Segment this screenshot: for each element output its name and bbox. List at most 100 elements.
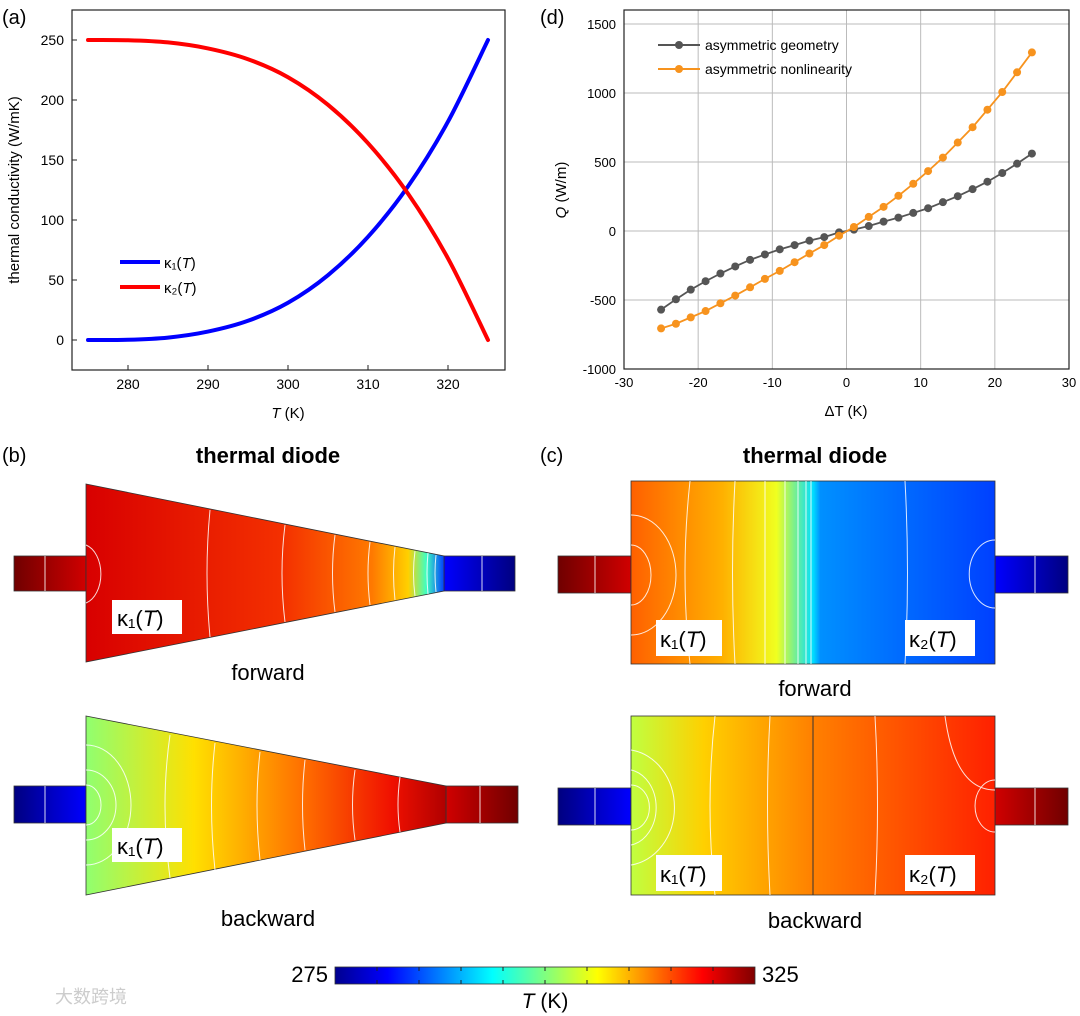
data-point-geometry — [731, 262, 740, 271]
data-point-nonlinearity — [775, 266, 784, 275]
colorbar-max: 325 — [762, 962, 799, 987]
cold-terminal — [994, 555, 1069, 594]
kappa2-label-box — [905, 855, 975, 891]
colorbar-min: 275 — [291, 962, 328, 987]
legend-marker-nonlinearity — [675, 65, 683, 73]
diagram-c-title: thermal diode — [743, 443, 887, 468]
x-tick-label: 300 — [276, 376, 300, 392]
plot-frame — [71, 9, 506, 371]
diagram-b: thermal diode κ₁(T) forward — [13, 443, 519, 931]
y-tick-label: 150 — [41, 152, 65, 168]
data-point-geometry — [805, 236, 814, 245]
data-point-nonlinearity — [1027, 48, 1036, 57]
data-point-nonlinearity — [983, 105, 992, 114]
diagram-c: thermal diode κ₁(T) κ₂(T) forward — [557, 443, 1069, 933]
data-point-geometry — [894, 213, 903, 222]
kappa1-label: κ₁(T) — [117, 606, 164, 631]
chart-a: 280 290 300 310 320 0 50 100 150 200 250 T (K) the… — [6, 9, 506, 422]
kappa1-label-box — [656, 620, 722, 656]
x-tick-label: 0 — [843, 375, 850, 390]
legend: asymmetric geometry asymmetric nonlinear… — [658, 37, 852, 77]
data-point-nonlinearity — [657, 324, 666, 333]
kappa1-label-box — [112, 828, 182, 862]
data-point-nonlinearity — [953, 138, 962, 147]
diagram-b-forward: κ₁(T) forward — [13, 483, 516, 685]
kappa1-label-box — [656, 855, 722, 891]
cold-terminal — [13, 785, 87, 824]
data-point-nonlinearity — [805, 249, 814, 258]
y-tick-label: 1000 — [587, 86, 616, 101]
data-point-nonlinearity — [701, 307, 710, 316]
data-point-nonlinearity — [746, 283, 755, 292]
diagram-c-forward: κ₁(T) κ₂(T) forward — [557, 480, 1069, 701]
x-axis-label: T (K) — [271, 405, 304, 422]
data-point-geometry — [909, 208, 918, 217]
x-tick-label: -30 — [615, 375, 634, 390]
kappa1-label: κ₁(T) — [660, 627, 707, 652]
hot-terminal — [994, 787, 1069, 826]
kappa1-label: κ₁(T) — [660, 862, 707, 887]
y-tick-label: -1000 — [583, 362, 616, 377]
data-point-geometry — [790, 241, 799, 250]
data-point-nonlinearity — [849, 222, 858, 231]
legend-label-geometry: asymmetric geometry — [705, 37, 839, 53]
data-point-geometry — [864, 222, 873, 231]
y-tick-label: 500 — [594, 155, 616, 170]
panel-label-b: (b) — [2, 445, 26, 467]
y-tick-label: -500 — [590, 293, 616, 308]
diagram-c-backward: κ₁(T) κ₂(T) backward — [557, 715, 1069, 933]
data-point-geometry — [968, 185, 977, 194]
kappa2-label: κ₂(T) — [909, 627, 957, 652]
data-point-geometry — [879, 217, 888, 226]
data-point-nonlinearity — [998, 88, 1007, 97]
data-point-geometry — [686, 285, 695, 294]
data-point-nonlinearity — [671, 319, 680, 328]
legend-label-kappa1: κ₁(T) — [164, 255, 196, 272]
y-tick-label: 250 — [41, 32, 65, 48]
series-line-kappa1 — [86, 38, 490, 343]
y-tick-label: 200 — [41, 92, 65, 108]
data-point-geometry — [701, 277, 710, 286]
x-tick-label: 280 — [116, 376, 140, 392]
data-point-geometry — [746, 255, 755, 264]
forward-label: forward — [231, 660, 304, 685]
data-point-nonlinearity — [894, 191, 903, 200]
data-point-nonlinearity — [938, 153, 947, 162]
x-tick-label: 320 — [436, 376, 460, 392]
colorbar-label: T (K) — [522, 990, 569, 1013]
panel-label-c: (c) — [540, 445, 563, 467]
series-line-kappa2 — [86, 37, 490, 342]
panel-label-d: (d) — [540, 7, 564, 29]
x-axis-label: ΔT (K) — [824, 403, 867, 420]
data-point-geometry — [716, 269, 725, 278]
data-point-nonlinearity — [909, 179, 918, 188]
kappa1-label: κ₁(T) — [117, 834, 164, 859]
legend-label-nonlinearity: asymmetric nonlinearity — [705, 61, 852, 77]
data-point-geometry — [760, 250, 769, 259]
data-point-nonlinearity — [968, 123, 977, 132]
kappa1-label-box — [112, 600, 182, 634]
kappa2-label-box — [905, 620, 975, 656]
x-tick-label: 310 — [356, 376, 380, 392]
legend-label-kappa2: κ₂(T) — [164, 280, 197, 297]
cold-terminal — [443, 555, 516, 592]
data-point-geometry — [1013, 159, 1022, 168]
watermark: 大数跨境 — [55, 987, 127, 1007]
y-tick-label: 50 — [48, 272, 64, 288]
data-point-geometry — [671, 295, 680, 304]
hot-terminal — [445, 785, 519, 824]
data-point-nonlinearity — [790, 258, 799, 267]
y-axis-label: Q (W/m) — [553, 162, 570, 219]
panel-label-a: (a) — [2, 7, 26, 29]
diagram-b-title: thermal diode — [196, 443, 340, 468]
y-tick-label: 1500 — [587, 17, 616, 32]
y-tick-label: 0 — [56, 332, 64, 348]
x-tick-label: -20 — [689, 375, 708, 390]
data-point-nonlinearity — [1013, 68, 1022, 77]
backward-label: backward — [768, 908, 862, 933]
data-point-geometry — [775, 245, 784, 254]
data-point-nonlinearity — [716, 299, 725, 308]
data-point-nonlinearity — [820, 241, 829, 250]
data-point-geometry — [983, 177, 992, 186]
